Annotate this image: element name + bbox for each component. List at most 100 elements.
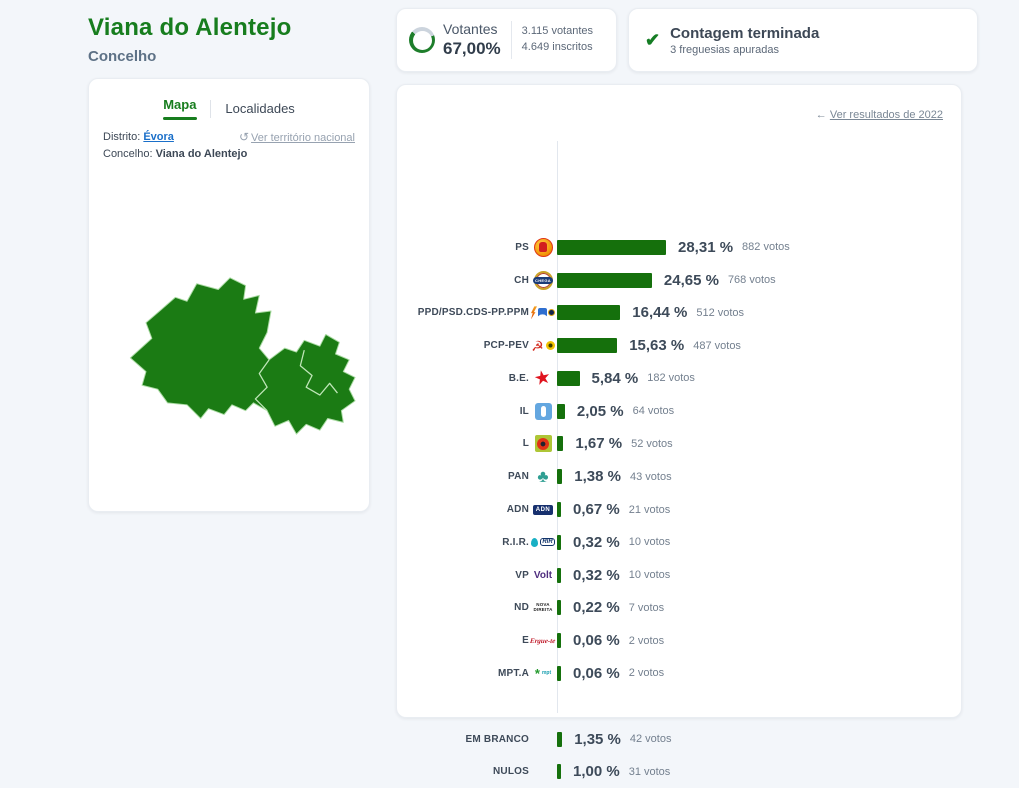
adn-party-logo-icon: ADN [532,504,554,515]
percent-value: 0,67 % [573,501,620,518]
mpta-party-logo-icon: * [534,665,540,681]
bar-wrap [557,764,561,780]
national-territory-link[interactable]: ↺ Ver território nacional [239,130,355,144]
votes-value: 42 votos [629,733,672,746]
percent-value: 15,63 % [629,337,685,355]
percent-value: 16,44 % [632,304,688,322]
turnout-label: Votantes [443,21,498,37]
ppm-party-logo-icon [548,309,555,317]
percent-value: 0,06 % [573,664,620,682]
party-label: PS [515,241,529,253]
map-card: Mapa Localidades Distrito: Évora ↺ Ver te… [88,78,370,512]
result-row-volt: VP Volt 0,32 % 10 votos [397,559,961,592]
undo-arrow-icon: ↺ [238,130,250,144]
district-link[interactable]: Évora [143,131,174,143]
turnout-donut-icon [409,27,435,53]
party-label: CH [514,274,529,286]
result-bar [557,600,561,616]
turnout-details: 3.115 votantes 4.649 inscritos [522,24,593,56]
party-logo [529,306,557,320]
result-row-erg: E Ergue-te 0,06 % 2 votos [397,624,961,657]
party-logo [529,237,557,257]
results-card: ← Ver resultados de 2022 PS 28,31 % 882 … [396,84,962,780]
party-label: NULOS [493,766,529,778]
percent-value: 0,32 % [573,533,620,551]
ch-party-logo-icon: CHEGA [533,270,553,290]
freguesia-border-2 [299,349,338,396]
be-party-logo-icon: ★ [532,366,554,391]
map-tabs: Mapa Localidades [89,79,369,120]
freguesia-border-1 [254,359,270,412]
tab-separator [210,99,212,118]
back-arrow-icon: ← [815,109,827,121]
party-logo: ADN [529,504,557,515]
party-logo: RIR [529,537,557,547]
il-party-logo-icon [534,402,552,420]
result-row-pcp: PCP-PEV ☭ 15,63 % 487 votos [397,329,961,362]
map-meta: Distrito: Évora ↺ Ver território nacional… [89,120,369,160]
votes-value: 10 votos [628,569,671,582]
percent-value: 28,31 % [678,238,734,256]
result-row-ch: CH CHEGA 24,65 % 768 votos [397,264,961,297]
party-logo: ♣ [529,468,557,485]
party-logo: * mpt [534,665,552,681]
result-row-il: IL 2,05 % 64 votos [397,395,961,428]
bar-wrap [557,370,580,386]
district-row: Distrito: Évora [103,131,174,143]
bar-wrap [557,502,561,517]
percent-value: 5,84 % [591,369,639,387]
votes-value: 768 votos [727,274,776,287]
council-map-svg[interactable] [103,239,357,469]
result-bar [557,239,666,255]
votes-value: 43 votos [630,470,672,483]
nd-party-logo-icon: NOVA DIREITA [533,601,553,612]
livre-party-logo-icon [534,435,552,453]
turnout-voters: 3.115 votantes [521,25,594,38]
bar-wrap [557,731,563,747]
party-label: MPT.A [498,667,529,679]
pcp-party-logo-icon: ☭ [531,337,544,354]
party-logo: Ergue-te [529,637,557,645]
result-row-liv: L 1,67 % 52 votos [397,428,961,461]
tab-mapa[interactable]: Mapa [163,97,196,120]
volt-party-logo-icon: Volt [533,569,553,581]
council-row: Concelho: Viana do Alentejo [103,148,355,160]
national-territory-label: Ver território nacional [251,132,355,144]
turnout-registered: 4.649 inscritos [521,41,593,53]
result-row-adn: ADN ADN 0,67 % 21 votos [397,493,961,526]
result-bar [557,338,618,354]
council-map[interactable] [103,239,357,469]
result-row-nulos: NULOS 1,00 % 31 votos [397,755,961,788]
status-title: Contagem terminada [670,24,820,42]
party-logo: Volt [529,570,557,581]
result-row-mpt: MPT.A * mpt 0,06 % 2 votos [397,657,961,690]
bar-wrap [557,665,561,681]
party-label: PAN [508,471,529,483]
percent-value: 0,22 % [573,599,620,617]
party-label: E [522,635,529,647]
psd-party-logo-icon [531,306,537,320]
bar-wrap [557,272,652,288]
result-row-psd: PPD/PSD.CDS-PP.PPM 16,44 % 512 votos [397,297,961,330]
council-label: Concelho: [103,148,153,160]
percent-value: 24,65 % [663,271,719,289]
party-label: ND [514,602,529,614]
result-bar [557,469,563,485]
votes-value: 64 votos [632,405,675,418]
results-list: PS 28,31 % 882 votos CH CHEGA 24,65 % 76… [397,231,961,788]
tab-localidades[interactable]: Localidades [225,101,295,116]
ps-party-logo-icon [533,237,553,257]
results-2022-link[interactable]: ← Ver resultados de 2022 [816,109,943,121]
bar-wrap [557,239,666,255]
result-bar [557,534,561,550]
bar-wrap [557,469,563,485]
result-bar [557,567,561,583]
votes-value: 31 votos [628,765,671,778]
bar-wrap [557,633,561,649]
votes-value: 882 votos [742,241,790,254]
pev-party-logo-icon [545,341,555,351]
percent-value: 1,67 % [575,435,623,453]
result-row-nd: ND NOVA DIREITA 0,22 % 7 votos [397,591,961,624]
votes-value: 182 votos [647,372,695,385]
percent-value: 2,05 % [576,402,624,420]
